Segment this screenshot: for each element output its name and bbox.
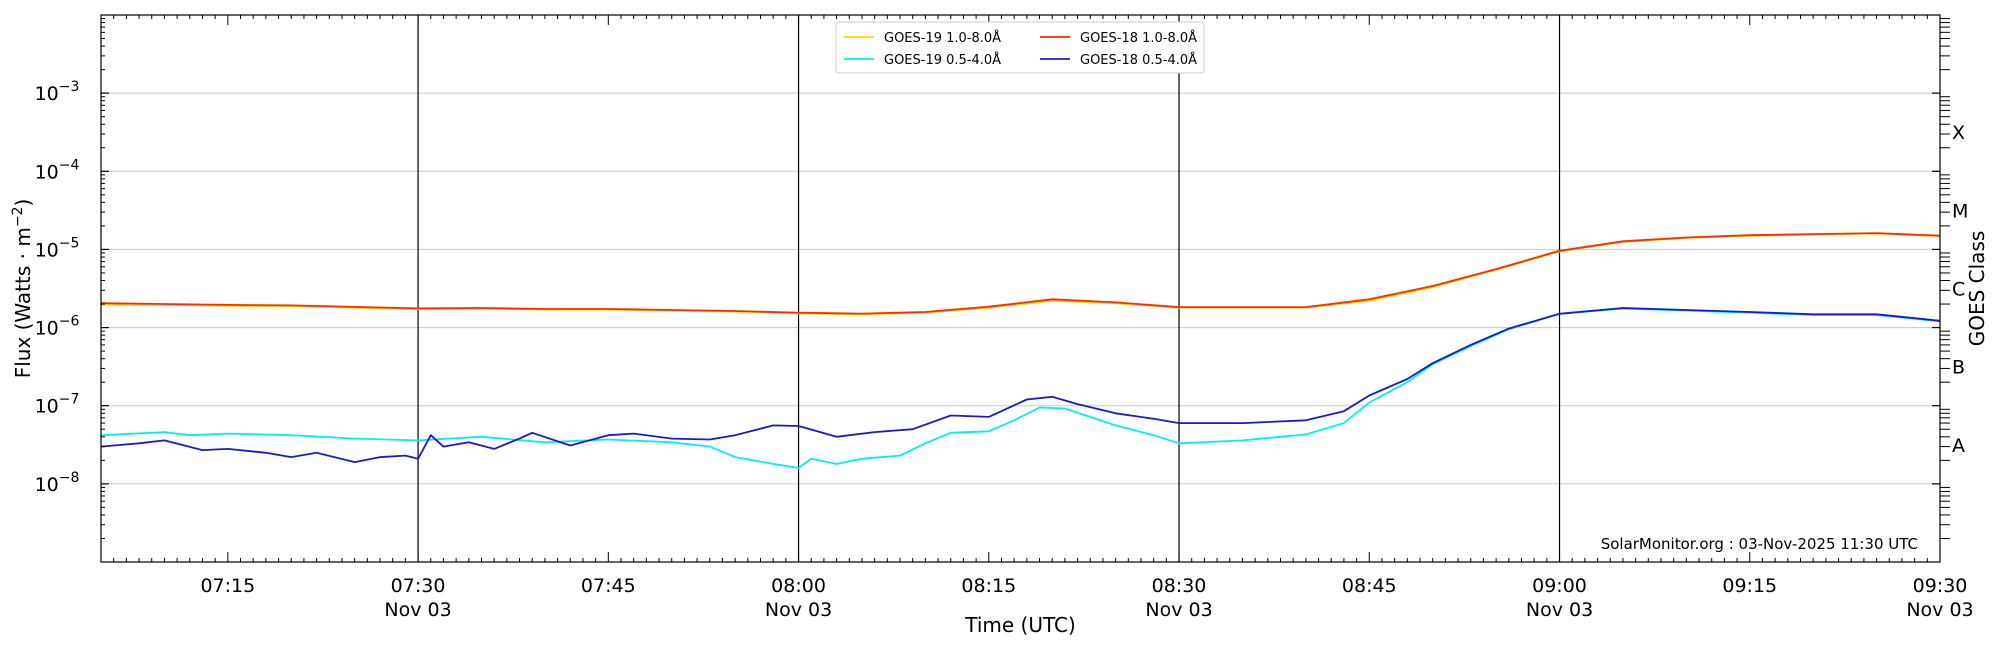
y-axis-title: Flux (Watts · m−2) (10, 199, 35, 379)
y-tick-label: 10−8 (35, 470, 80, 496)
x-tick-date-label: Nov 03 (1526, 599, 1593, 621)
x-tick-date-label: Nov 03 (384, 599, 451, 621)
legend-label: GOES-19 1.0-8.0Å (884, 30, 1001, 46)
legend-box (835, 21, 1205, 74)
series-line (100, 232, 1941, 315)
goes-class-labels: A B C M X (1952, 122, 1968, 457)
x-tick-label: 08:30 (1152, 575, 1207, 597)
goes-class-label: M (1952, 200, 1968, 222)
y-tick-label: 10−4 (35, 157, 80, 183)
y-tick-labels: 10−8 10−7 10−6 10−5 10−4 10−3 (35, 79, 80, 496)
x-tick-label: 08:00 (771, 575, 826, 597)
y-tick-label: 10−3 (35, 79, 80, 105)
goes-class-label: X (1952, 122, 1965, 144)
x-tick-date-label: Nov 03 (765, 599, 832, 621)
legend-label: GOES-18 0.5-4.0Å (1080, 52, 1197, 68)
right-axis-title: GOES Class (1965, 231, 1989, 347)
x-tick-label: 09:00 (1532, 575, 1587, 597)
y-tick-label: 10−7 (35, 392, 80, 418)
y-tick-label: 10−6 (35, 314, 80, 340)
x-tick-label: 08:45 (1342, 575, 1397, 597)
x-tick-label: 07:45 (581, 575, 636, 597)
x-tick-label: 07:15 (200, 575, 255, 597)
series-line (100, 307, 1941, 469)
x-tick-date-label: Nov 03 (1906, 599, 1973, 621)
credit-text: SolarMonitor.org : 03-Nov-2025 11:30 UTC (1601, 535, 1918, 553)
x-tick-date-label: Nov 03 (1145, 599, 1212, 621)
plot-frame (100, 14, 1941, 563)
series-line (100, 307, 1941, 463)
goes-class-label: C (1952, 279, 1965, 301)
legend-label: GOES-19 0.5-4.0Å (884, 52, 1001, 68)
axis-ticks (100, 15, 1950, 562)
goes-class-label: B (1952, 357, 1965, 379)
goes-class-label: A (1952, 435, 1965, 457)
date-marker-lines (417, 15, 1561, 562)
x-tick-label: 07:30 (391, 575, 446, 597)
x-tick-label: 09:30 (1913, 575, 1968, 597)
x-axis-title: Time (UTC) (964, 613, 1076, 637)
data-series (100, 232, 1941, 469)
x-tick-label: 08:15 (961, 575, 1016, 597)
legend: GOES-19 1.0-8.0Å GOES-19 0.5-4.0Å GOES-18 … (835, 21, 1205, 74)
legend-label: GOES-18 1.0-8.0Å (1080, 30, 1197, 46)
y-tick-label: 10−5 (35, 235, 80, 261)
x-tick-label: 09:15 (1722, 575, 1777, 597)
grid-lines (101, 92, 1940, 485)
